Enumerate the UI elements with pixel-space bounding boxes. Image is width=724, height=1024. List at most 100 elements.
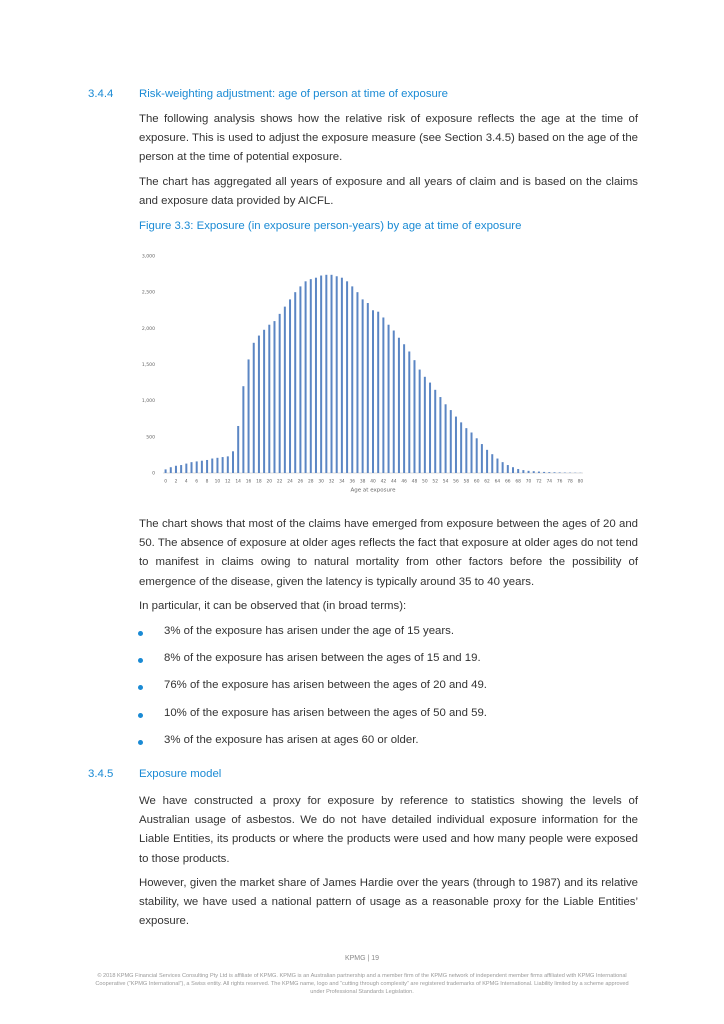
x-tick-label: 10 (215, 479, 221, 485)
bar (377, 311, 380, 473)
bar (330, 274, 333, 473)
x-tick-label: 16 (246, 479, 252, 485)
bar (252, 342, 255, 473)
bar (314, 277, 317, 473)
x-tick-label: 80 (578, 479, 584, 485)
bullet: 8% of the exposure has arisen between th… (164, 652, 481, 664)
x-tick-label: 32 (329, 479, 335, 485)
paragraph: The following analysis shows how the rel… (139, 113, 638, 164)
x-tick-label: 8 (206, 479, 209, 485)
bar (335, 276, 338, 473)
figure-caption: Figure 3.3: Exposure (in exposure person… (139, 220, 522, 232)
x-tick-label: 20 (266, 479, 272, 485)
x-tick-label: 56 (453, 479, 459, 485)
bullet-dot (138, 713, 143, 718)
bar (221, 457, 224, 473)
x-tick-label: 46 (401, 479, 407, 485)
bar (211, 458, 214, 473)
bar (480, 444, 483, 473)
x-tick-label: 24 (287, 479, 293, 485)
x-tick-label: 36 (349, 479, 355, 485)
bar (496, 458, 499, 473)
paragraph: In particular, it can be observed that (… (139, 600, 407, 612)
bar (237, 425, 240, 473)
bar (361, 299, 364, 473)
x-tick-label: 38 (360, 479, 366, 485)
bar (439, 397, 442, 473)
bar (491, 454, 494, 473)
x-tick-label: 30 (318, 479, 324, 485)
y-tick-label: 2,000 (142, 326, 155, 332)
x-tick-label: 28 (308, 479, 314, 485)
bar (444, 404, 447, 473)
bar (278, 313, 281, 473)
bar (517, 469, 520, 473)
legal-notice: © 2018 KPMG Financial Services Consultin… (95, 973, 629, 995)
x-tick-label: 34 (339, 479, 345, 485)
bar (512, 467, 514, 473)
bar (553, 472, 556, 473)
bar (429, 382, 432, 473)
section-title: Risk-weighting adjustment: age of person… (139, 88, 448, 100)
y-tick-label: 1,500 (142, 362, 155, 368)
x-tick-label: 6 (195, 479, 198, 485)
bar (226, 456, 229, 473)
x-tick-label: 52 (432, 479, 438, 485)
x-tick-label: 18 (256, 479, 262, 485)
bar (537, 471, 540, 473)
x-tick-label: 54 (443, 479, 449, 485)
bullet: 10% of the exposure has arisen between t… (164, 707, 487, 719)
x-tick-label: 2 (175, 479, 178, 485)
bar (283, 306, 286, 473)
x-tick-label: 12 (225, 479, 231, 485)
x-tick-label: 26 (298, 479, 304, 485)
bar (164, 469, 167, 473)
x-tick-label: 60 (474, 479, 480, 485)
x-tick-label: 66 (505, 479, 511, 485)
x-tick-label: 76 (557, 479, 563, 485)
chart: Age at exposure 05001,0001,5002,0002,500… (142, 254, 584, 494)
bar (501, 462, 504, 473)
x-tick-label: 44 (391, 479, 397, 485)
bar (372, 310, 374, 473)
bar (242, 386, 245, 473)
bar (460, 422, 463, 473)
bar (413, 360, 416, 473)
page-number: KPMG | 19 (344, 955, 380, 962)
bar (392, 330, 395, 473)
bullet: 76% of the exposure has arisen between t… (164, 679, 487, 691)
bullet-dot (138, 631, 143, 636)
bar (418, 369, 421, 473)
bar (351, 286, 354, 473)
bar (454, 416, 457, 473)
y-tick-label: 2,500 (142, 290, 155, 296)
bar (408, 351, 411, 473)
x-tick-label: 22 (277, 479, 283, 485)
bar (309, 279, 312, 473)
bar (174, 465, 177, 473)
bar (216, 457, 219, 473)
bar (268, 324, 271, 473)
bar (397, 337, 400, 473)
x-tick-label: 4 (185, 479, 188, 485)
bar (465, 428, 468, 473)
x-tick-label: 72 (536, 479, 542, 485)
bar (506, 465, 509, 473)
x-tick-label: 48 (412, 479, 418, 485)
x-tick-label: 68 (515, 479, 521, 485)
paragraph: The chart has aggregated all years of ex… (139, 176, 638, 208)
bar (423, 376, 426, 473)
bar (195, 461, 198, 473)
x-tick-label: 0 (164, 479, 167, 485)
x-tick-label: 62 (484, 479, 490, 485)
bar (200, 460, 203, 473)
bar (403, 344, 406, 473)
bar (180, 465, 183, 473)
bullet-dot (138, 740, 143, 745)
bar (532, 471, 535, 473)
bar (304, 281, 307, 473)
bar (169, 467, 172, 473)
paragraph: The chart shows that most of the claims … (139, 518, 638, 588)
bar (289, 299, 292, 473)
